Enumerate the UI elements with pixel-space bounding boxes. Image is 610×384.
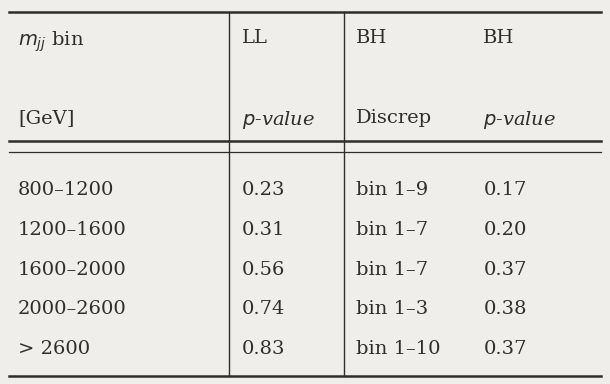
Text: bin 1–3: bin 1–3 <box>356 300 429 318</box>
Text: $p$-value: $p$-value <box>483 109 556 131</box>
Text: > 2600: > 2600 <box>18 340 90 358</box>
Text: bin 1–7: bin 1–7 <box>356 261 428 278</box>
Text: LL: LL <box>242 29 268 47</box>
Text: 0.74: 0.74 <box>242 300 285 318</box>
Text: BH: BH <box>483 29 515 47</box>
Text: 0.37: 0.37 <box>483 340 527 358</box>
Text: $m_{jj}$ bin: $m_{jj}$ bin <box>18 29 84 54</box>
Text: 0.31: 0.31 <box>242 221 285 239</box>
Text: bin 1–9: bin 1–9 <box>356 181 429 199</box>
Text: 0.20: 0.20 <box>483 221 526 239</box>
Text: 800–1200: 800–1200 <box>18 181 114 199</box>
Text: [GeV]: [GeV] <box>18 109 74 127</box>
Text: 1200–1600: 1200–1600 <box>18 221 127 239</box>
Text: 0.38: 0.38 <box>483 300 527 318</box>
Text: 0.83: 0.83 <box>242 340 285 358</box>
Text: $p$-value: $p$-value <box>242 109 315 131</box>
Text: 0.56: 0.56 <box>242 261 285 278</box>
Text: 0.17: 0.17 <box>483 181 526 199</box>
Text: bin 1–7: bin 1–7 <box>356 221 428 239</box>
Text: 0.23: 0.23 <box>242 181 285 199</box>
Text: 1600–2000: 1600–2000 <box>18 261 127 278</box>
Text: BH: BH <box>356 29 388 47</box>
Text: 2000–2600: 2000–2600 <box>18 300 127 318</box>
Text: bin 1–10: bin 1–10 <box>356 340 441 358</box>
Text: Discrep: Discrep <box>356 109 432 127</box>
Text: 0.37: 0.37 <box>483 261 527 278</box>
